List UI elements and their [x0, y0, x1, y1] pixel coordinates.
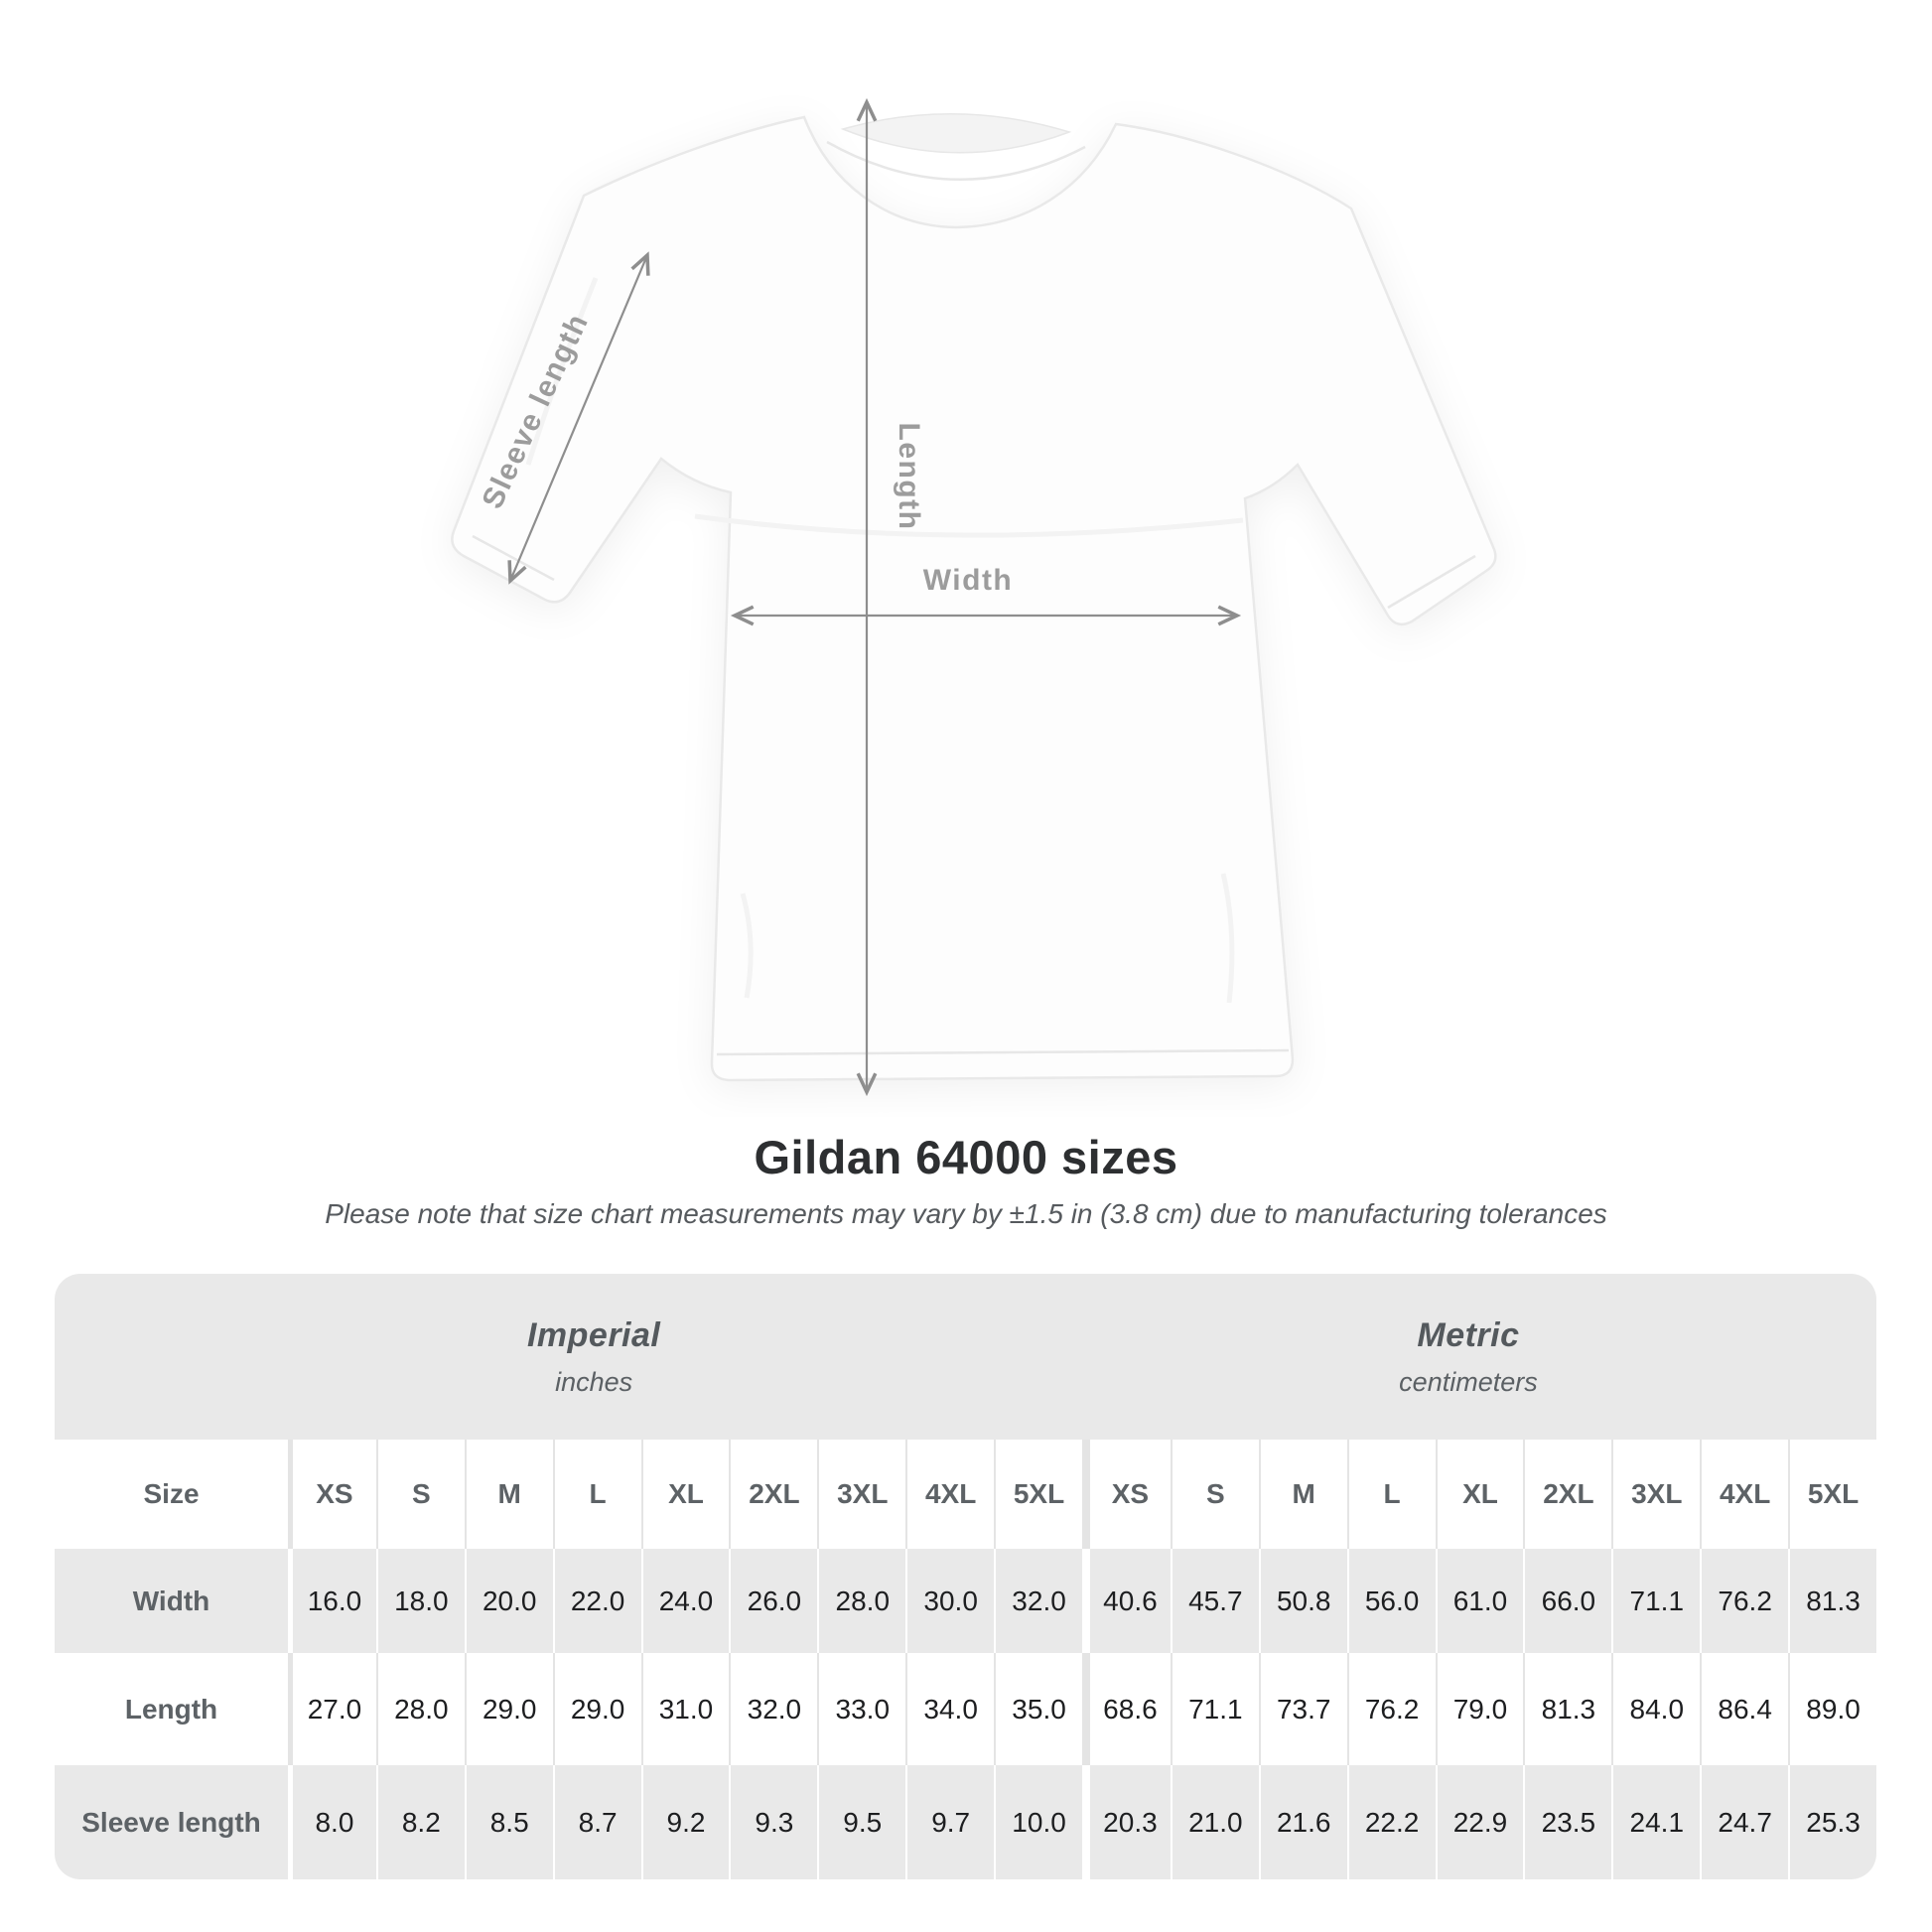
- table-cell: 79.0: [1435, 1653, 1524, 1765]
- size-cell: 5XL: [994, 1440, 1082, 1549]
- table-cell: 27.0: [288, 1653, 376, 1765]
- metric-header: Metric centimeters: [1399, 1316, 1538, 1398]
- table-cell: 24.1: [1611, 1765, 1700, 1879]
- row-label-sleeve-length: Sleeve length: [81, 1806, 261, 1838]
- table-cell: 8.0: [288, 1765, 376, 1879]
- table-cell: 68.6: [1081, 1653, 1171, 1765]
- table-cell: 8.2: [375, 1765, 465, 1879]
- unit-system-band: Imperial inches Metric centimeters: [55, 1274, 1876, 1440]
- table-cell: 9.2: [640, 1765, 730, 1879]
- table-cell: 25.3: [1788, 1765, 1876, 1879]
- table-cell: 35.0: [994, 1653, 1082, 1765]
- collar-inside: [840, 113, 1072, 154]
- table-cell: 33.0: [817, 1653, 905, 1765]
- table-cell: 71.1: [1170, 1653, 1259, 1765]
- size-cell: 5XL: [1788, 1440, 1876, 1549]
- sleeve-length-arrow: [507, 251, 650, 585]
- table-cell: 28.0: [817, 1549, 905, 1653]
- table-cell: 20.3: [1081, 1765, 1171, 1879]
- table-cell: 21.6: [1258, 1765, 1347, 1879]
- table-cell: 86.4: [1700, 1653, 1788, 1765]
- table-cell: 24.7: [1700, 1765, 1788, 1879]
- size-cell: 4XL: [1700, 1440, 1788, 1549]
- table-cell: 76.2: [1700, 1549, 1788, 1653]
- size-cell: 4XL: [905, 1440, 994, 1549]
- size-table: Imperial inches Metric centimeters Size …: [55, 1274, 1876, 1879]
- table-cell: 24.0: [640, 1549, 730, 1653]
- size-cell: 3XL: [817, 1440, 905, 1549]
- width-row: Width 16.0 18.0 20.0 22.0 24.0 26.0 28.0…: [55, 1549, 1876, 1653]
- table-cell: 71.1: [1611, 1549, 1700, 1653]
- size-cell: M: [1258, 1440, 1347, 1549]
- table-cell: 29.0: [464, 1653, 553, 1765]
- table-cell: 20.0: [464, 1549, 553, 1653]
- table-cell: 84.0: [1611, 1653, 1700, 1765]
- table-cell: 16.0: [288, 1549, 376, 1653]
- length-label: Length: [893, 423, 925, 531]
- table-cell: 9.3: [729, 1765, 817, 1879]
- imperial-header: Imperial inches: [527, 1316, 660, 1398]
- table-cell: 34.0: [905, 1653, 994, 1765]
- size-cell: S: [1170, 1440, 1259, 1549]
- table-cell: 61.0: [1435, 1549, 1524, 1653]
- table-cell: 22.2: [1346, 1765, 1436, 1879]
- table-cell: 50.8: [1258, 1549, 1347, 1653]
- table-cell: 76.2: [1346, 1653, 1436, 1765]
- table-cell: 8.5: [464, 1765, 553, 1879]
- size-cell: XL: [1435, 1440, 1524, 1549]
- table-cell: 32.0: [994, 1549, 1082, 1653]
- size-cell: XS: [1081, 1440, 1171, 1549]
- table-cell: 81.3: [1788, 1549, 1876, 1653]
- row-label-length: Length: [124, 1693, 218, 1725]
- table-cell: 32.0: [729, 1653, 817, 1765]
- table-cell: 22.0: [552, 1549, 641, 1653]
- table-cell: 9.5: [817, 1765, 905, 1879]
- table-cell: 28.0: [375, 1653, 465, 1765]
- metric-unit: centimeters: [1399, 1366, 1538, 1397]
- sleeve-length-row: Sleeve length 8.0 8.2 8.5 8.7 9.2 9.3 9.…: [55, 1765, 1876, 1879]
- tshirt-graphic: [451, 113, 1497, 1082]
- size-cell: XL: [640, 1440, 730, 1549]
- table-cell: 81.3: [1523, 1653, 1611, 1765]
- size-header-label: Size: [143, 1478, 200, 1509]
- right-sleeve-seam: [1387, 554, 1476, 610]
- table-cell: 10.0: [994, 1765, 1082, 1879]
- size-cell: S: [375, 1440, 465, 1549]
- row-label-width: Width: [132, 1585, 210, 1616]
- size-cell: M: [464, 1440, 553, 1549]
- size-cell: 2XL: [729, 1440, 817, 1549]
- length-row: Length 27.0 28.0 29.0 29.0 31.0 32.0 33.…: [55, 1653, 1876, 1765]
- table-cell: 21.0: [1170, 1765, 1259, 1879]
- table-cell: 45.7: [1170, 1549, 1259, 1653]
- table-cell: 26.0: [729, 1549, 817, 1653]
- size-cell: L: [1346, 1440, 1436, 1549]
- size-cell: XS: [288, 1440, 376, 1549]
- size-cell: 3XL: [1611, 1440, 1700, 1549]
- metric-title: Metric: [1417, 1315, 1520, 1354]
- table-cell: 8.7: [552, 1765, 641, 1879]
- table-cell: 30.0: [905, 1549, 994, 1653]
- table-cell: 40.6: [1081, 1549, 1171, 1653]
- imperial-title: Imperial: [526, 1315, 661, 1354]
- table-cell: 66.0: [1523, 1549, 1611, 1653]
- table-cell: 18.0: [375, 1549, 465, 1653]
- size-header-row: Size XS S M L XL 2XL 3XL 4XL 5XL XS S M …: [55, 1440, 1876, 1549]
- hem-seam: [716, 1048, 1290, 1056]
- table-cell: 31.0: [640, 1653, 730, 1765]
- page-subtitle: Please note that size chart measurements…: [325, 1198, 1607, 1229]
- table-cell: 56.0: [1346, 1549, 1436, 1653]
- table-cell: 9.7: [905, 1765, 994, 1879]
- table-cell: 89.0: [1788, 1653, 1876, 1765]
- size-cell: L: [552, 1440, 641, 1549]
- table-cell: 73.7: [1258, 1653, 1347, 1765]
- table-cell: 29.0: [552, 1653, 641, 1765]
- table-cell: 23.5: [1523, 1765, 1611, 1879]
- table-cell: 22.9: [1435, 1765, 1524, 1879]
- page-title: Gildan 64000 sizes: [754, 1131, 1178, 1183]
- shirt-diagram: Sleeve length Length Width: [451, 97, 1497, 1097]
- imperial-unit: inches: [555, 1366, 633, 1397]
- width-label: Width: [923, 564, 1014, 597]
- size-cell: 2XL: [1523, 1440, 1611, 1549]
